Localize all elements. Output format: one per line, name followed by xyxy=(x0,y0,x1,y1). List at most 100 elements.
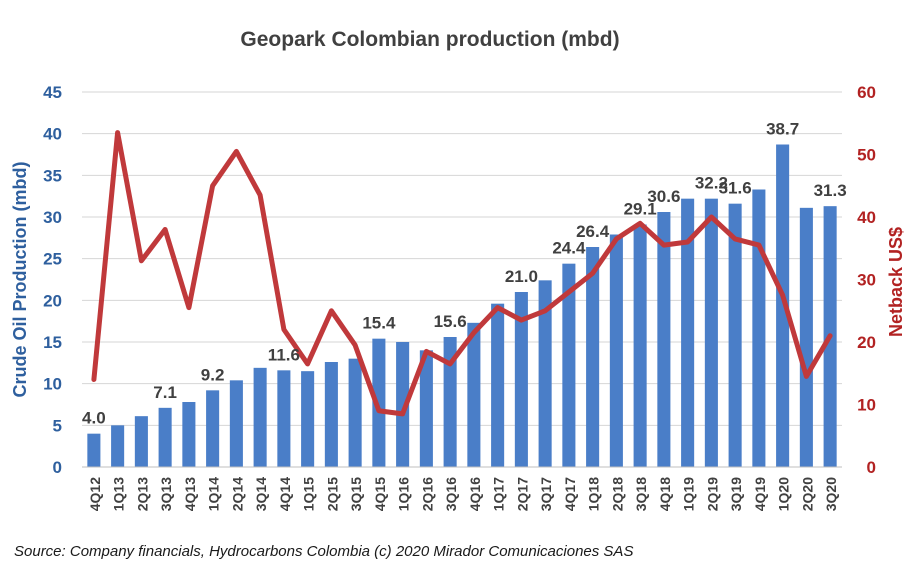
bar xyxy=(324,362,338,467)
bar xyxy=(514,292,528,467)
x-tick-label: 2Q14 xyxy=(229,477,245,511)
x-tick-label: 4Q13 xyxy=(182,477,198,511)
bar xyxy=(301,371,315,467)
data-label: 7.1 xyxy=(153,383,177,402)
production-bars xyxy=(87,144,837,468)
bar xyxy=(799,207,813,468)
bar xyxy=(229,380,243,467)
bar xyxy=(681,198,695,467)
bar xyxy=(348,358,362,467)
x-tick-label: 3Q20 xyxy=(823,477,839,511)
x-tick-label: 1Q18 xyxy=(586,477,602,511)
x-tick-label: 3Q18 xyxy=(633,477,649,511)
x-tick-label: 2Q18 xyxy=(609,477,625,511)
data-label: 31.6 xyxy=(719,179,752,198)
data-label: 21.0 xyxy=(505,267,538,286)
bar xyxy=(87,433,101,467)
data-label: 15.6 xyxy=(434,312,467,331)
x-tick-label: 3Q16 xyxy=(443,477,459,511)
y-tick-label: 30 xyxy=(43,208,62,227)
y-tick-label: 35 xyxy=(43,166,62,185)
y2-tick-label: 50 xyxy=(857,146,876,165)
x-tick-label: 2Q19 xyxy=(704,477,720,511)
y-axis-title: Crude Oil Production (mbd) xyxy=(10,162,30,398)
bar xyxy=(134,416,148,467)
bar xyxy=(396,342,410,467)
data-label: 24.4 xyxy=(552,239,586,258)
x-tick-label: 1Q16 xyxy=(396,477,412,511)
y-tick-label: 0 xyxy=(53,458,62,477)
x-tick-label: 4Q18 xyxy=(657,477,673,511)
x-tick-label: 2Q15 xyxy=(324,477,340,511)
x-tick-label: 3Q15 xyxy=(348,477,364,511)
x-tick-label: 4Q14 xyxy=(277,477,293,511)
y2-tick-label: 10 xyxy=(857,396,876,415)
x-tick-label: 4Q12 xyxy=(87,477,103,511)
source-note: Source: Company financials, Hydrocarbons… xyxy=(14,543,634,560)
data-label: 26.4 xyxy=(576,222,610,241)
data-label: 15.4 xyxy=(362,314,396,333)
bar xyxy=(277,370,291,467)
x-tick-label: 4Q19 xyxy=(752,477,768,511)
x-tick-label: 2Q17 xyxy=(514,477,530,511)
axes: 0 5 10 15 20 25 30 35 40 45 0 10 20 30 40 50 60 4Q12 1Q13 2… xyxy=(10,83,906,511)
bar xyxy=(419,350,433,467)
y2-tick-label: 40 xyxy=(857,208,876,227)
bar xyxy=(776,144,790,467)
y2-tick-label: 30 xyxy=(857,271,876,290)
bar xyxy=(111,425,125,467)
data-label: 30.6 xyxy=(647,187,680,206)
x-tick-label: 3Q17 xyxy=(538,477,554,511)
bar xyxy=(372,338,386,467)
chart-title: Geopark Colombian production (mbd) xyxy=(240,28,619,51)
y-tick-label: 10 xyxy=(43,375,62,394)
netback-line-series xyxy=(91,130,833,417)
y-tick-label: 25 xyxy=(43,250,62,269)
x-tick-label: 1Q15 xyxy=(301,477,317,511)
x-tick-label: 1Q13 xyxy=(111,477,127,511)
y2-tick-label: 20 xyxy=(857,333,876,352)
x-tick-label: 3Q14 xyxy=(253,477,269,511)
x-tick-label: 2Q13 xyxy=(134,477,150,511)
bar xyxy=(657,212,671,467)
netback-line xyxy=(91,130,833,417)
data-label: 11.6 xyxy=(268,345,300,364)
bar xyxy=(253,367,267,467)
data-label: 31.3 xyxy=(814,181,847,200)
bar xyxy=(158,407,172,467)
bar xyxy=(538,280,552,467)
x-tick-label: 4Q17 xyxy=(562,477,578,511)
y-tick-label: 20 xyxy=(43,291,62,310)
bar xyxy=(609,234,623,467)
x-tick-label: 1Q17 xyxy=(491,477,507,511)
x-tick-label: 1Q14 xyxy=(206,477,222,511)
data-label: 29.1 xyxy=(624,200,657,219)
bar xyxy=(704,198,718,467)
x-tick-label: 4Q16 xyxy=(467,477,483,511)
y2-axis-title: Netback US$ xyxy=(886,227,906,337)
x-tick-label: 4Q15 xyxy=(372,477,388,511)
x-tick-label: 3Q13 xyxy=(158,477,174,511)
bar xyxy=(586,247,600,467)
x-tick-label: 2Q20 xyxy=(799,477,815,511)
bar xyxy=(728,203,742,467)
y-tick-label: 45 xyxy=(43,83,62,102)
y-tick-label: 5 xyxy=(53,416,62,435)
bar xyxy=(443,337,457,467)
bar xyxy=(562,263,576,467)
data-label: 9.2 xyxy=(201,365,225,384)
x-tick-label: 1Q20 xyxy=(776,477,792,511)
data-label: 38.7 xyxy=(766,120,799,139)
y-tick-label: 15 xyxy=(43,333,62,352)
y2-tick-label: 0 xyxy=(867,458,876,477)
data-label: 32.2 xyxy=(695,174,728,193)
bar xyxy=(182,402,196,467)
x-tick-label: 2Q16 xyxy=(419,477,435,511)
bar xyxy=(633,224,647,467)
y-tick-label: 40 xyxy=(43,125,62,144)
bar xyxy=(491,303,505,467)
y2-tick-label: 60 xyxy=(857,83,876,102)
bar xyxy=(752,189,766,467)
data-label: 4.0 xyxy=(82,409,106,428)
